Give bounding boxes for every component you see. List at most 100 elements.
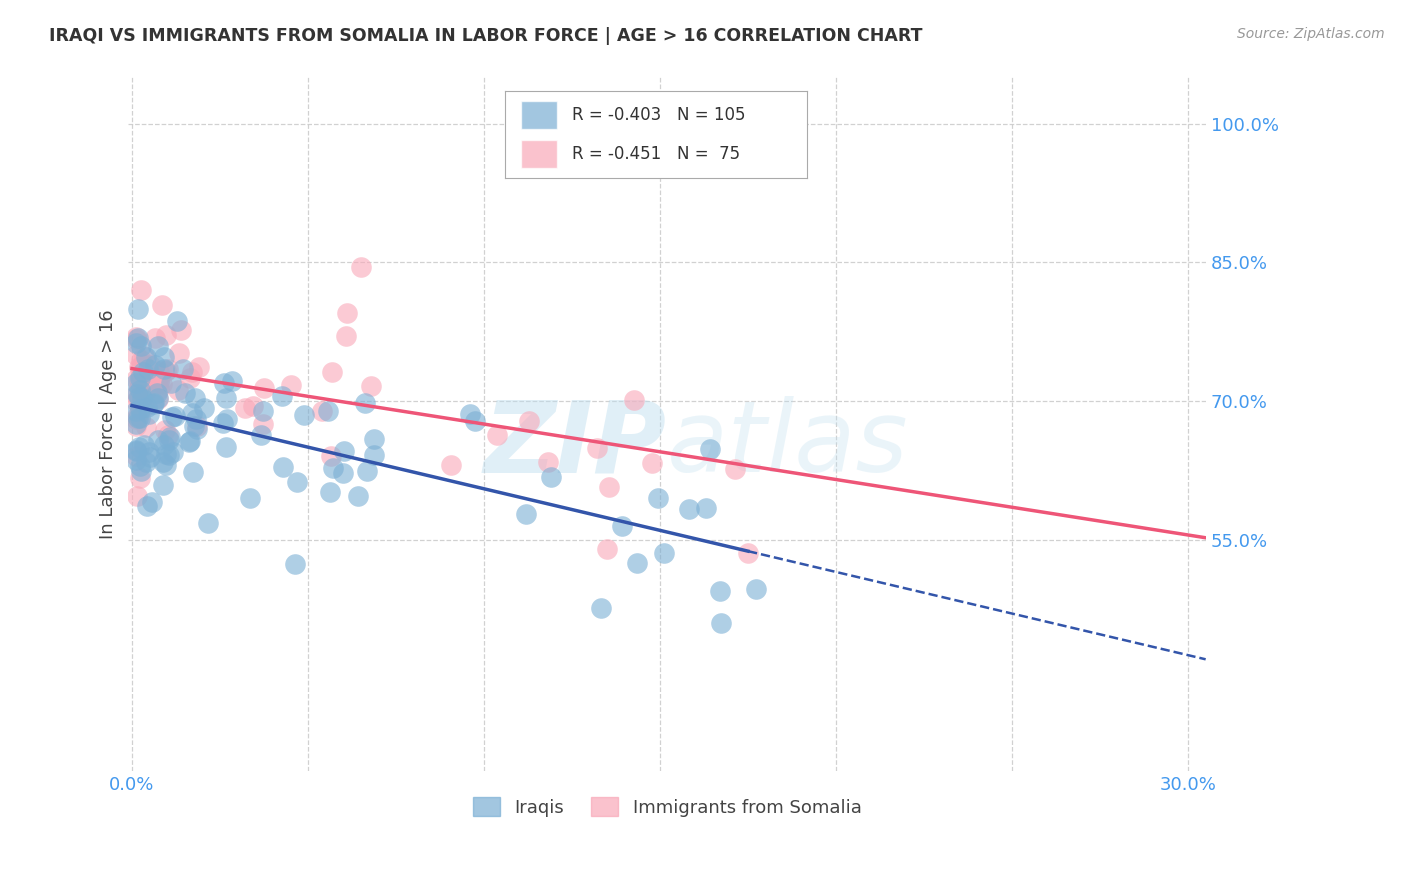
Point	[193, 401, 215, 416]
Point	[124, 443, 146, 458]
Point	[181, 465, 204, 479]
Point	[150, 298, 173, 312]
Point	[129, 402, 152, 417]
Point	[128, 471, 150, 485]
Point	[132, 349, 155, 363]
Point	[187, 359, 209, 374]
Point	[124, 348, 146, 362]
Point	[280, 378, 302, 392]
Point	[152, 478, 174, 492]
Point	[148, 373, 170, 387]
Point	[363, 432, 385, 446]
Point	[252, 417, 274, 432]
Point	[129, 353, 152, 368]
Point	[134, 388, 156, 402]
Point	[136, 400, 159, 414]
Point	[160, 410, 183, 425]
Point	[440, 458, 463, 472]
Point	[212, 376, 235, 390]
Point	[179, 434, 201, 449]
Point	[148, 382, 170, 396]
Point	[346, 489, 368, 503]
Point	[139, 358, 162, 372]
Point	[652, 546, 675, 560]
Point	[217, 412, 239, 426]
Point	[131, 283, 153, 297]
Point	[152, 350, 174, 364]
Point	[723, 462, 745, 476]
Point	[124, 412, 146, 426]
Point	[709, 583, 731, 598]
Point	[128, 440, 150, 454]
Point	[173, 385, 195, 400]
Point	[124, 372, 146, 386]
Point	[129, 384, 152, 398]
Point	[623, 393, 645, 408]
Point	[212, 417, 235, 431]
Point	[221, 374, 243, 388]
Point	[155, 327, 177, 342]
Point	[285, 475, 308, 489]
Point	[152, 455, 174, 469]
Point	[129, 368, 152, 383]
Point	[145, 331, 167, 345]
Point	[311, 404, 333, 418]
Point	[333, 444, 356, 458]
Point	[157, 362, 180, 376]
Point	[515, 507, 537, 521]
Point	[536, 455, 558, 469]
Point	[486, 427, 509, 442]
Point	[647, 491, 669, 505]
Point	[132, 400, 155, 414]
Point	[135, 351, 157, 365]
Point	[124, 335, 146, 350]
Point	[136, 362, 159, 376]
Point	[332, 466, 354, 480]
Point	[215, 440, 238, 454]
Point	[179, 370, 201, 384]
Point	[155, 364, 177, 378]
Point	[128, 360, 150, 375]
Point	[695, 500, 717, 515]
Point	[335, 329, 357, 343]
Point	[129, 376, 152, 391]
Point	[129, 370, 152, 384]
Point	[157, 428, 180, 442]
Point	[353, 396, 375, 410]
Point	[598, 480, 620, 494]
Point	[233, 401, 256, 416]
Point	[139, 450, 162, 464]
Point	[159, 448, 181, 462]
Point	[124, 453, 146, 467]
Point	[186, 422, 208, 436]
Point	[589, 601, 612, 615]
Point	[166, 314, 188, 328]
Point	[124, 394, 146, 409]
Point	[360, 378, 382, 392]
Point	[128, 381, 150, 395]
Point	[239, 491, 262, 505]
Point	[710, 615, 733, 630]
Point	[125, 409, 148, 424]
Point	[252, 404, 274, 418]
Y-axis label: In Labor Force | Age > 16: In Labor Force | Age > 16	[100, 310, 117, 539]
Point	[159, 430, 181, 444]
Point	[186, 419, 208, 434]
Point	[143, 358, 166, 372]
Point	[641, 456, 664, 470]
Point	[166, 383, 188, 397]
Text: ZIP: ZIP	[484, 396, 666, 493]
Point	[319, 449, 342, 463]
Point	[253, 381, 276, 395]
Point	[127, 411, 149, 425]
Point	[129, 360, 152, 375]
Point	[155, 446, 177, 460]
Point	[127, 392, 149, 407]
Point	[152, 438, 174, 452]
Point	[135, 454, 157, 468]
Point	[322, 461, 344, 475]
Point	[128, 411, 150, 425]
Point	[165, 409, 187, 424]
Point	[356, 464, 378, 478]
Point	[131, 465, 153, 479]
